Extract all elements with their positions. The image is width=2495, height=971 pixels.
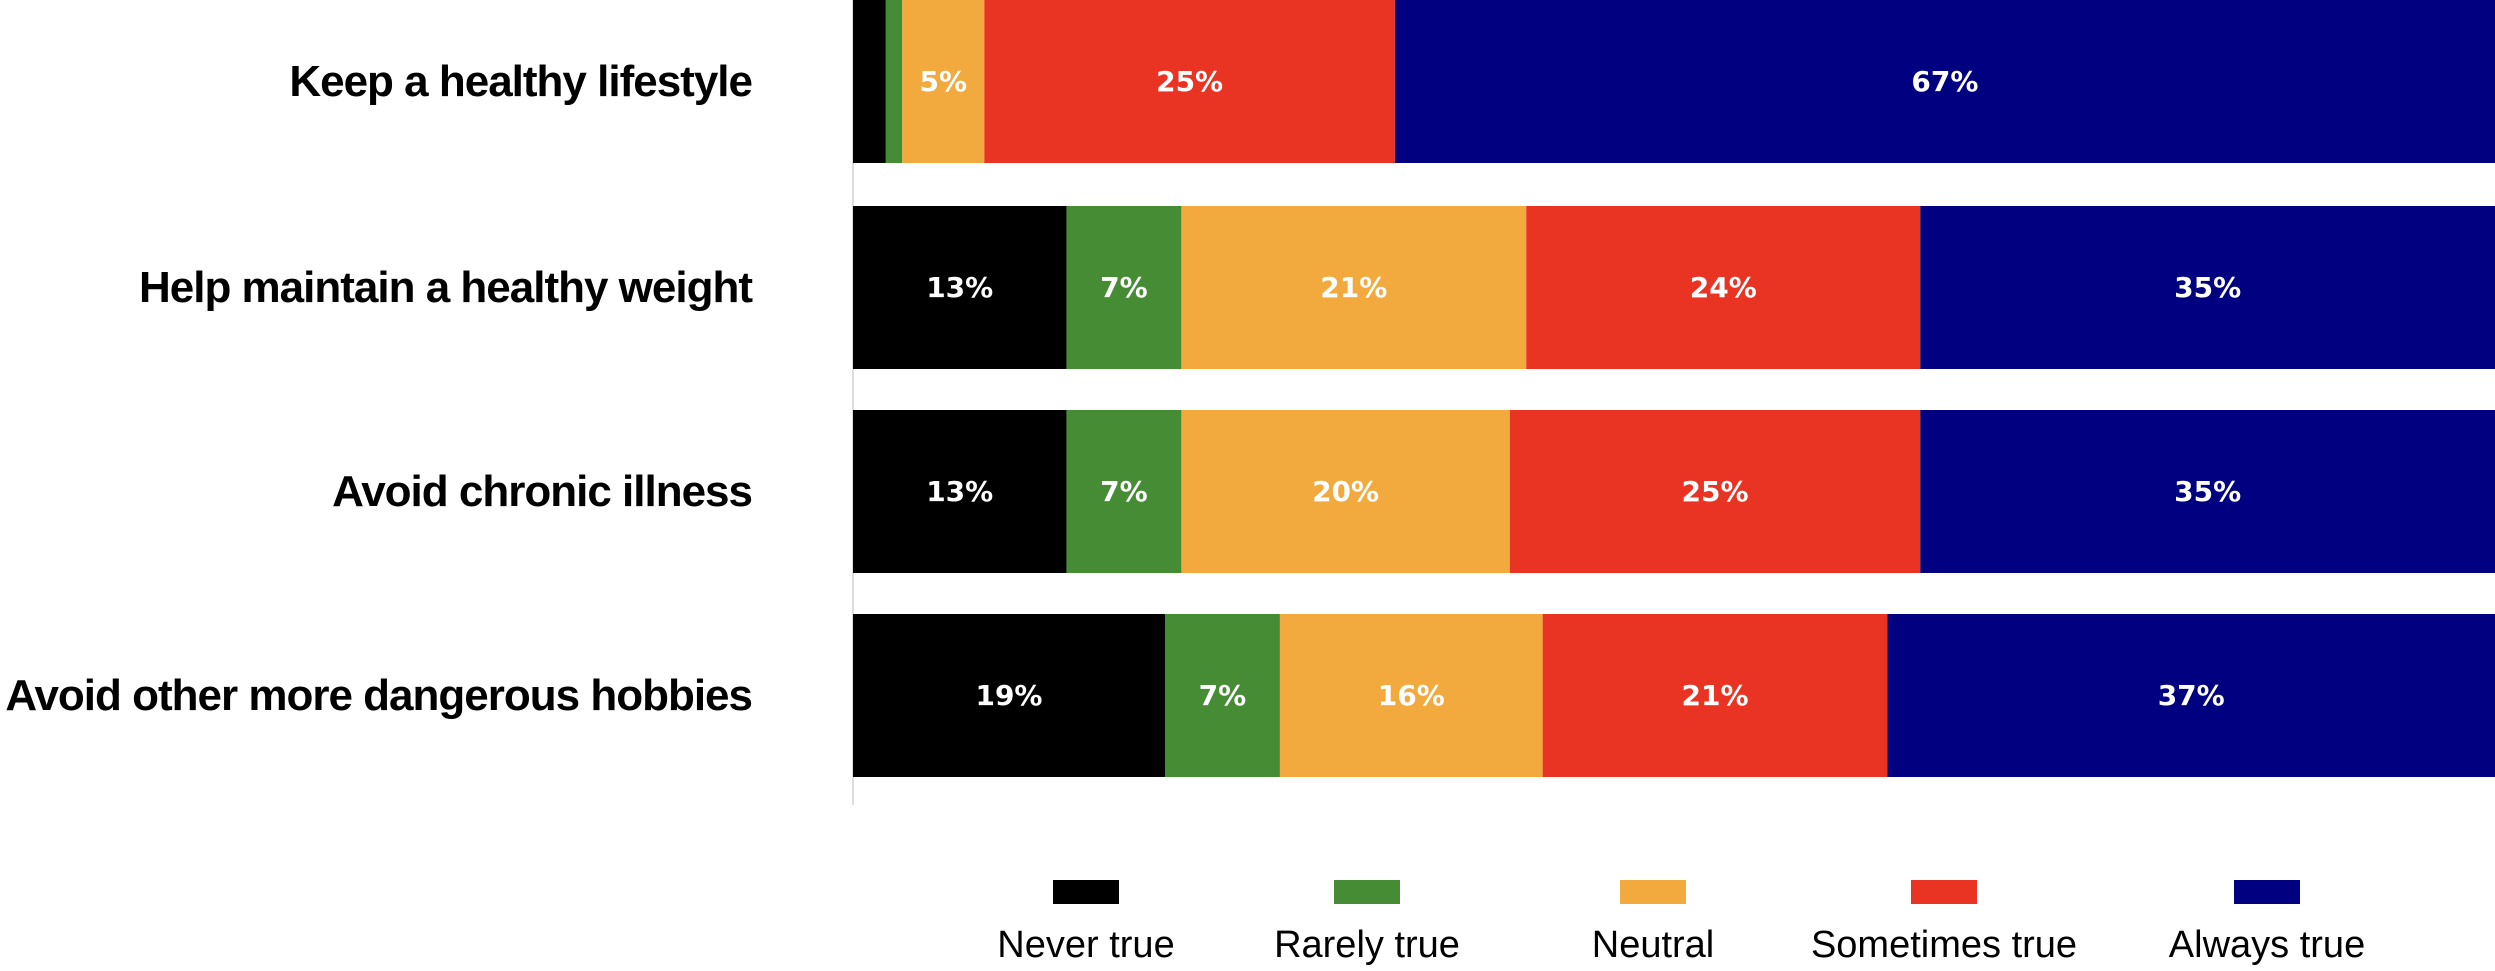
legend-label: Rarely true xyxy=(1274,924,1460,966)
legend-label: Never true xyxy=(997,924,1174,966)
legend-label: Sometimes true xyxy=(1811,924,2077,966)
category-label: Keep a healthy lifestyle xyxy=(289,57,752,106)
plot-area: 5% 25% 67% 13% 7% 21% 24% 35% 13% 7% 20% 25% 35% 19% 7… xyxy=(852,0,2495,805)
data-label: 24% xyxy=(1690,271,1757,304)
data-label: 25% xyxy=(1156,65,1223,98)
legend: Never true Rarely true Neutral Sometimes tr… xyxy=(997,880,2365,966)
bar-segment xyxy=(1181,410,1510,573)
bar-segment xyxy=(853,614,1165,777)
data-label: 7% xyxy=(1100,475,1148,508)
bar-segment xyxy=(1920,206,2495,369)
category-label: Avoid chronic illness xyxy=(332,467,752,516)
bar-segment xyxy=(1394,0,2495,163)
data-label: 19% xyxy=(975,679,1042,712)
data-label: 7% xyxy=(1199,679,1247,712)
category-label: Help maintain a healthy weight xyxy=(139,263,753,312)
bar-segment xyxy=(1920,410,2495,573)
bar-segment xyxy=(984,0,1395,163)
legend-swatch xyxy=(2234,880,2300,904)
data-label: 13% xyxy=(926,271,993,304)
bar-segment xyxy=(1526,206,1921,369)
legend-swatch xyxy=(1620,880,1686,904)
data-label: 16% xyxy=(1378,679,1445,712)
data-label: 35% xyxy=(2174,475,2241,508)
data-label: 13% xyxy=(926,475,993,508)
data-label: 25% xyxy=(1682,475,1749,508)
data-label: 20% xyxy=(1312,475,1379,508)
legend-label: Neutral xyxy=(1592,924,1715,966)
bar-segment xyxy=(1887,614,2495,777)
bar-segment xyxy=(1164,614,1280,777)
bar-segment xyxy=(1066,410,1182,573)
legend-swatch xyxy=(1334,880,1400,904)
legend-label: Always true xyxy=(2169,924,2365,966)
data-label: 21% xyxy=(1682,679,1749,712)
data-label: 37% xyxy=(2158,679,2225,712)
bar-segment xyxy=(1181,206,1527,369)
data-label: 5% xyxy=(920,65,968,98)
data-label: 7% xyxy=(1100,271,1148,304)
bar-segment xyxy=(853,206,1067,369)
category-label: Avoid other more dangerous hobbies xyxy=(5,671,752,720)
bar-segment xyxy=(853,410,1067,573)
bar-segment xyxy=(902,0,985,163)
data-label: 35% xyxy=(2174,271,2241,304)
bar-segment xyxy=(885,0,903,163)
data-label: 67% xyxy=(1911,65,1978,98)
legend-swatch xyxy=(1911,880,1977,904)
bar-segment xyxy=(853,0,886,163)
legend-swatch xyxy=(1053,880,1119,904)
bar-segment xyxy=(1509,410,1921,573)
bar-segment xyxy=(1542,614,1888,777)
data-label: 21% xyxy=(1320,271,1387,304)
bar-segment xyxy=(1279,614,1543,777)
bar-segment xyxy=(1066,206,1182,369)
category-labels: Keep a healthy lifestyle Help maintain a … xyxy=(5,57,754,720)
